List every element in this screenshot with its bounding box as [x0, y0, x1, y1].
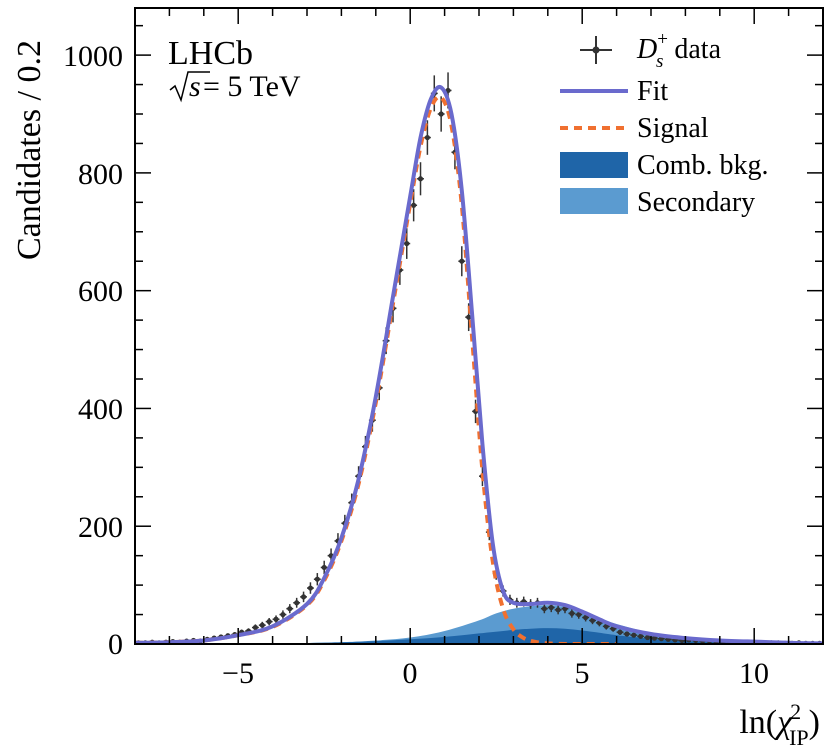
y-tick-label-0: 0 — [108, 628, 123, 661]
legend-secondary-swatch — [560, 188, 628, 214]
data-point — [437, 96, 445, 132]
y-tick-label-400: 400 — [78, 393, 123, 426]
data-point — [251, 624, 259, 631]
x-axis-label-main: ln( — [739, 704, 777, 741]
y-tick-label-200: 200 — [78, 511, 123, 544]
axis-ticks — [134, 8, 824, 645]
sqrt-sign — [169, 71, 210, 103]
x-tick-label-neg5: −5 — [222, 657, 254, 690]
data-point — [320, 560, 328, 575]
legend-signal-label: Signal — [637, 113, 709, 144]
data-point — [568, 609, 576, 618]
data-point — [554, 605, 562, 615]
x-tick-label-10: 10 — [739, 657, 769, 690]
legend-data-label: D+ s data — [636, 29, 722, 72]
x-axis-label-close: ) — [809, 704, 820, 741]
x-axis-label-sub: IP — [789, 725, 809, 746]
plot-frame — [134, 7, 824, 645]
y-axis-label: Candidates / 0.2 — [11, 40, 48, 260]
data-point — [616, 629, 624, 635]
data-point — [644, 634, 651, 641]
y-tick-label-600: 600 — [78, 275, 123, 308]
data-point — [313, 573, 321, 586]
x-axis-label-chi: χ — [774, 704, 793, 741]
data-point — [286, 604, 294, 614]
legend-comb-label: Comb. bkg. — [637, 150, 768, 181]
data-point — [423, 120, 431, 155]
y-tick-label-1000: 1000 — [63, 40, 123, 73]
x-tick-label-0: 0 — [403, 657, 418, 690]
data-point — [300, 591, 307, 603]
x-axis-label-sup: 2 — [790, 699, 801, 724]
data-point — [279, 610, 287, 619]
data-point — [258, 621, 266, 629]
data-point — [630, 632, 638, 638]
data-point — [623, 631, 631, 637]
x-tick-label-5: 5 — [575, 657, 590, 690]
data-point — [458, 246, 466, 277]
energy-label: s = 5 TeV — [169, 70, 301, 103]
legend-comb-swatch — [560, 152, 628, 178]
data-point — [540, 604, 548, 614]
experiment-label: LHCb — [168, 35, 253, 72]
data-point — [307, 582, 314, 594]
data-point — [651, 635, 658, 641]
legend-data-marker — [580, 36, 612, 64]
legend: D+ s data Fit Signal Comb. bkg. Secondary — [560, 29, 768, 218]
data-point — [265, 617, 273, 626]
data-point — [293, 597, 301, 608]
x-axis-label: ln(χ2 IP) — [739, 699, 820, 746]
legend-fit-label: Fit — [637, 76, 668, 107]
data-point — [637, 633, 645, 639]
data-point — [417, 162, 424, 196]
legend-secondary-label: Secondary — [637, 187, 755, 218]
energy-value: = 5 TeV — [203, 70, 301, 103]
energy-sqrt-var: s — [189, 70, 201, 103]
data-point — [272, 615, 280, 624]
y-tick-label-800: 800 — [78, 158, 123, 191]
fit-curve — [135, 84, 823, 644]
signal-curve — [135, 94, 617, 644]
